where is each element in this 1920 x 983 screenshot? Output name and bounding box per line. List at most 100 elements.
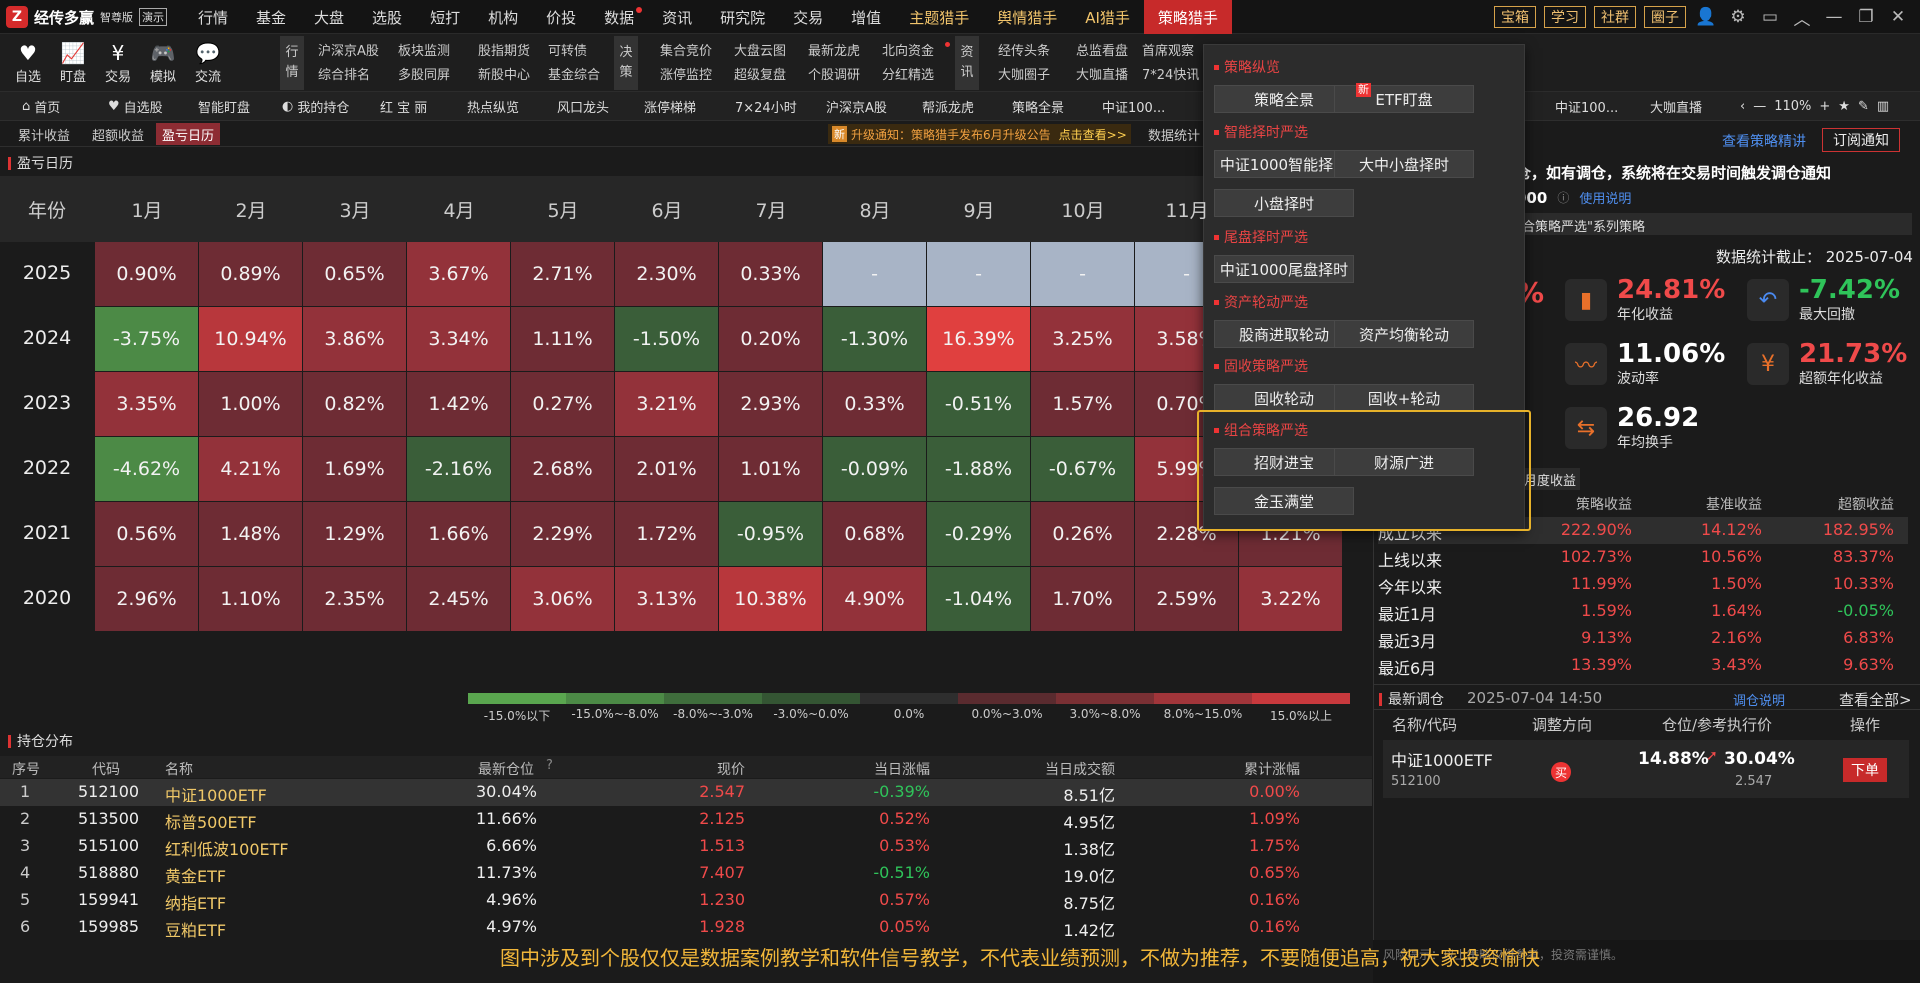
tab-7[interactable]: 涨停梯梯 bbox=[644, 92, 696, 121]
help-icon[interactable]: ? bbox=[546, 758, 553, 773]
calendar-cell[interactable]: 0.89% bbox=[199, 242, 302, 306]
tool-link[interactable]: 可转债 bbox=[548, 44, 588, 59]
dropdown-item[interactable]: 股商进取轮动 bbox=[1214, 320, 1354, 348]
calendar-cell[interactable]: - bbox=[1031, 242, 1134, 306]
subscribe-button[interactable]: 订阅通知 bbox=[1822, 128, 1900, 152]
restore-icon[interactable]: ❐ bbox=[1858, 7, 1874, 27]
calendar-cell[interactable]: 10.94% bbox=[199, 307, 302, 371]
menu-item-1[interactable]: 基金 bbox=[242, 0, 300, 34]
menu-item-2[interactable]: 大盘 bbox=[300, 0, 358, 34]
calendar-cell[interactable]: -0.51% bbox=[927, 372, 1030, 436]
tab-13[interactable]: 中证100... bbox=[1555, 92, 1618, 121]
strategy-guide-link[interactable]: 查看策略精讲 bbox=[1722, 134, 1806, 150]
calendar-cell[interactable]: 3.22% bbox=[1239, 567, 1342, 631]
tab-4[interactable]: 红 宝 丽 bbox=[380, 92, 427, 121]
tool-chat[interactable]: 💬 交流 bbox=[183, 34, 233, 92]
calendar-cell[interactable]: 2.68% bbox=[511, 437, 614, 501]
close-icon[interactable]: ✕ bbox=[1890, 7, 1906, 27]
menu-item-13[interactable]: 舆情猎手 bbox=[983, 0, 1071, 34]
calendar-cell[interactable]: -1.30% bbox=[823, 307, 926, 371]
calendar-cell[interactable]: 1.00% bbox=[199, 372, 302, 436]
zoom-in-icon[interactable]: + bbox=[1819, 99, 1831, 114]
user-icon[interactable]: 👤 bbox=[1695, 7, 1717, 27]
table-row[interactable]: 5 159941 纳指ETF 4.96% 1.230 0.57% 8.75亿 0.16% bbox=[0, 887, 1372, 914]
tab-12[interactable]: 中证100... bbox=[1102, 92, 1165, 121]
menu-item-3[interactable]: 选股 bbox=[358, 0, 416, 34]
rebalance-info-link[interactable]: 调仓说明 bbox=[1733, 694, 1786, 709]
tool-link[interactable]: 新股中心 bbox=[478, 68, 531, 83]
tool-gamepad[interactable]: 🎮 模拟 bbox=[138, 34, 188, 92]
calendar-cell[interactable]: 3.21% bbox=[615, 372, 718, 436]
calendar-cell[interactable]: -4.62% bbox=[95, 437, 198, 501]
calendar-cell[interactable]: 2.59% bbox=[1135, 567, 1238, 631]
calendar-cell[interactable]: -0.29% bbox=[927, 502, 1030, 566]
calendar-cell[interactable]: 3.67% bbox=[407, 242, 510, 306]
tab-10[interactable]: 帮派龙虎 bbox=[922, 92, 974, 121]
calendar-cell[interactable]: 2.45% bbox=[407, 567, 510, 631]
calendar-cell[interactable]: 1.66% bbox=[407, 502, 510, 566]
tool-link[interactable]: 超级复盘 bbox=[734, 68, 787, 83]
calendar-cell[interactable]: -1.04% bbox=[927, 567, 1030, 631]
calendar-cell[interactable]: 2.96% bbox=[95, 567, 198, 631]
calendar-cell[interactable]: 0.33% bbox=[719, 242, 822, 306]
treasure-button[interactable]: 宝箱 bbox=[1494, 6, 1536, 28]
tool-link[interactable]: 分红精选 bbox=[882, 68, 935, 83]
calendar-cell[interactable]: 1.72% bbox=[615, 502, 718, 566]
calendar-cell[interactable]: 16.39% bbox=[927, 307, 1030, 371]
calendar-cell[interactable]: 1.42% bbox=[407, 372, 510, 436]
calendar-cell[interactable]: 4.90% bbox=[823, 567, 926, 631]
tab-3[interactable]: ◐ 我的持仓 bbox=[282, 92, 349, 121]
menu-item-9[interactable]: 研究院 bbox=[706, 0, 779, 34]
dropdown-item[interactable]: 固收+轮动 bbox=[1334, 384, 1474, 412]
table-row[interactable]: 1 512100 中证1000ETF 30.04% 2.547 -0.39% 8.51亿 0.… bbox=[0, 779, 1372, 806]
calendar-cell[interactable]: 3.13% bbox=[615, 567, 718, 631]
learn-button[interactable]: 学习 bbox=[1544, 6, 1586, 28]
calendar-cell[interactable]: 4.21% bbox=[199, 437, 302, 501]
tool-link[interactable]: 大盘云图 bbox=[734, 44, 787, 59]
calendar-cell[interactable]: - bbox=[927, 242, 1030, 306]
calendar-cell[interactable]: 1.11% bbox=[511, 307, 614, 371]
menu-item-7[interactable]: 数据 bbox=[590, 0, 648, 34]
layout-icon[interactable]: ▥ bbox=[1876, 99, 1890, 114]
tool-link[interactable]: 大咖圈子 bbox=[998, 68, 1051, 83]
calendar-cell[interactable]: -0.95% bbox=[719, 502, 822, 566]
tool-heart[interactable]: ♥ 自选 bbox=[3, 34, 53, 92]
dropdown-item[interactable]: 中证1000尾盘择时 bbox=[1214, 255, 1354, 283]
order-button[interactable]: 下单 bbox=[1843, 758, 1887, 782]
calendar-cell[interactable]: -2.16% bbox=[407, 437, 510, 501]
calendar-cell[interactable]: 0.90% bbox=[95, 242, 198, 306]
calendar-cell[interactable]: 3.25% bbox=[1031, 307, 1134, 371]
calendar-cell[interactable]: 3.06% bbox=[511, 567, 614, 631]
usage-link[interactable]: 使用说明 bbox=[1579, 192, 1632, 207]
notice-link[interactable]: 点击查看>> bbox=[1058, 127, 1127, 142]
tool-chart[interactable]: 📈 盯盘 bbox=[48, 34, 98, 92]
calendar-cell[interactable]: 2.35% bbox=[303, 567, 406, 631]
tab-6[interactable]: 风口龙头 bbox=[557, 92, 609, 121]
tab-cumulative-return[interactable]: 累计收益 bbox=[18, 128, 71, 144]
calendar-cell[interactable]: 1.48% bbox=[199, 502, 302, 566]
dropdown-item[interactable]: 招财进宝 bbox=[1214, 448, 1354, 476]
tool-link[interactable]: 综合排名 bbox=[318, 68, 371, 83]
tab-1[interactable]: ♥ 自选股 bbox=[108, 92, 163, 121]
minimize-icon[interactable]: — bbox=[1825, 7, 1843, 27]
calendar-cell[interactable]: 2.93% bbox=[719, 372, 822, 436]
community-button[interactable]: 社群 bbox=[1594, 6, 1636, 28]
tool-link[interactable]: 基金综合 bbox=[548, 68, 601, 83]
tool-link[interactable]: 最新龙虎 bbox=[808, 44, 861, 59]
calendar-cell[interactable]: 3.34% bbox=[407, 307, 510, 371]
calendar-cell[interactable]: 0.20% bbox=[719, 307, 822, 371]
calendar-cell[interactable]: - bbox=[823, 242, 926, 306]
menu-item-14[interactable]: AI猎手 bbox=[1071, 0, 1144, 34]
tab-0[interactable]: ⌂ 首页 bbox=[22, 92, 60, 121]
calendar-cell[interactable]: -0.67% bbox=[1031, 437, 1134, 501]
tool-link[interactable]: 经传头条 bbox=[998, 44, 1051, 59]
tool-link[interactable]: 多股同屏 bbox=[398, 68, 451, 83]
tool-link[interactable]: 集合竞价 bbox=[660, 44, 713, 59]
menu-item-8[interactable]: 资讯 bbox=[648, 0, 706, 34]
tool-link[interactable]: 个股调研 bbox=[808, 68, 861, 83]
tool-link[interactable]: 大咖直播 bbox=[1076, 68, 1129, 83]
tab-11[interactable]: 策略全景 bbox=[1012, 92, 1064, 121]
tab-2[interactable]: 智能盯盘 bbox=[198, 92, 250, 121]
calendar-cell[interactable]: 0.82% bbox=[303, 372, 406, 436]
dropdown-item[interactable]: 大中小盘择时 bbox=[1334, 150, 1474, 178]
